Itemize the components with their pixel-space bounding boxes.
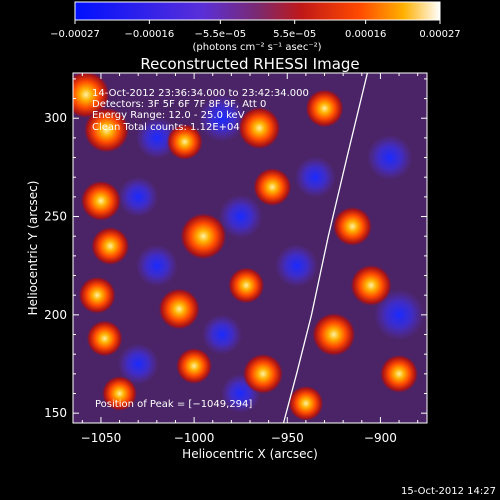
x-axis-ticks: −1050 −1000 −950 −900	[81, 73, 419, 445]
x-tick-label: −950	[271, 431, 304, 445]
colorbar-tick-label: −0.00016	[124, 29, 174, 40]
cold-region-2	[117, 176, 159, 218]
colorbar-tick-label: 0.00027	[419, 29, 460, 40]
x-tick-label: −1000	[174, 431, 215, 445]
hot-region-15	[305, 89, 344, 128]
hot-region-11	[237, 106, 281, 150]
colorbar-tick-label: 5.5e−05	[273, 29, 316, 40]
cold-regions	[117, 94, 425, 414]
annotation-clean-counts: Clean Total counts: 1.12E+04	[92, 122, 240, 133]
annotation-block: 14-Oct-2012 23:36:34.000 to 23:42:34.000…	[92, 88, 309, 133]
hot-region-8	[179, 212, 227, 260]
colorbar-tick-label: −0.00027	[50, 29, 100, 40]
y-axis-label: Heliocentric Y (arcsec)	[26, 181, 40, 316]
colorbar-tick-label: −5.5e−05	[195, 29, 247, 40]
cold-region-4	[294, 156, 336, 198]
solar-limb-line	[282, 73, 369, 423]
annotation-energy-range: Energy Range: 12.0 - 25.0 keV	[92, 110, 245, 121]
hot-region-9	[158, 288, 201, 330]
y-tick-label: 200	[44, 308, 67, 322]
footer-timestamp: 15-Oct-2012 14:27	[401, 486, 496, 497]
y-tick-label: 250	[44, 210, 67, 224]
x-tick-label: −1050	[81, 431, 122, 445]
colorbar-tick-label: 0.00016	[345, 29, 386, 40]
cold-region-5	[366, 134, 413, 181]
hot-regions	[73, 73, 419, 422]
cold-region-3	[218, 194, 263, 239]
hot-region-14	[242, 353, 284, 395]
cold-region-0	[135, 116, 178, 159]
annotation-detectors: Detectors: 3F 5F 6F 7F 8F 9F, Att 0	[92, 99, 266, 110]
hot-region-20	[288, 385, 324, 422]
cold-region-1	[198, 94, 246, 143]
hot-region-19	[379, 354, 419, 394]
hot-region-5	[86, 320, 123, 357]
colorbar	[74, 1, 441, 21]
hot-region-0	[73, 73, 111, 119]
x-tick-label: −900	[364, 431, 397, 445]
hot-region-12	[253, 167, 292, 207]
hot-region-7	[166, 123, 204, 161]
hot-region-1	[83, 107, 130, 153]
hot-region-10	[175, 347, 213, 385]
heatmap-plot-area	[73, 73, 427, 423]
cold-region-9	[275, 244, 319, 288]
hot-region-16	[332, 206, 373, 247]
colorbar-unit-label: (photons cm⁻² s⁻¹ asec⁻²)	[192, 42, 321, 53]
hot-region-13	[227, 267, 265, 304]
hot-region-2	[80, 180, 122, 222]
hot-region-3	[90, 226, 130, 266]
y-tick-label: 300	[44, 111, 67, 125]
hot-region-6	[101, 375, 138, 412]
cold-region-6	[373, 289, 425, 341]
cold-region-8	[201, 314, 243, 355]
chart-title: Reconstructed RHESSI Image	[140, 55, 359, 73]
cold-region-7	[135, 244, 178, 287]
peak-position-label: Position of Peak = [−1049,294]	[95, 399, 252, 410]
x-axis-label: Heliocentric X (arcsec)	[182, 447, 318, 461]
hot-region-18	[311, 312, 356, 357]
hot-region-4	[78, 276, 117, 315]
colorbar-ticks: −0.00027 −0.00016 −5.5e−05 5.5e−05 0.00016 0.…	[50, 20, 461, 40]
annotation-time-range: 14-Oct-2012 23:36:34.000 to 23:42:34.000	[92, 88, 309, 99]
cold-region-10	[117, 343, 159, 385]
hot-region-17	[350, 264, 392, 307]
y-tick-label: 150	[44, 406, 67, 420]
y-axis-ticks: 150 200 250 300	[44, 78, 427, 420]
